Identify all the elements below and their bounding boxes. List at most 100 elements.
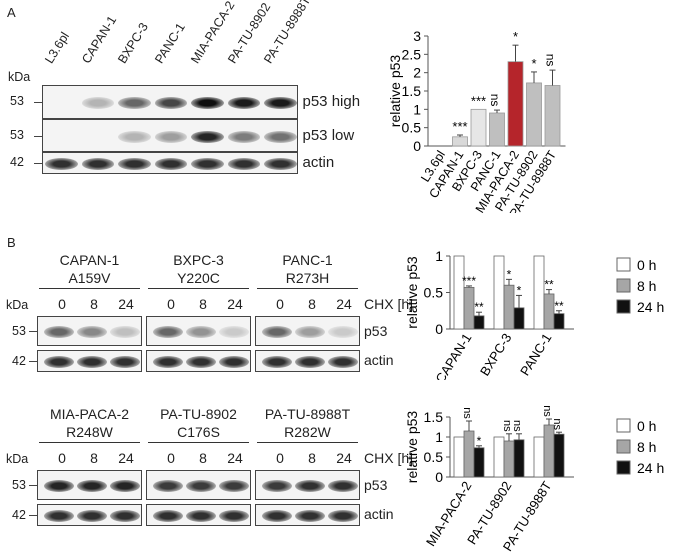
protein-band [219, 356, 249, 368]
svg-text:ns: ns [544, 54, 558, 67]
svg-text:2.5: 2.5 [402, 46, 422, 62]
protein-band [154, 130, 187, 143]
svg-text:0 h: 0 h [637, 257, 656, 273]
protein-band [295, 510, 325, 522]
svg-text:*: * [477, 434, 482, 448]
protein-band [191, 130, 224, 143]
svg-text:8 h: 8 h [637, 278, 656, 294]
kda-value: 53 [12, 324, 26, 338]
blot-strip-p53-high [42, 85, 298, 119]
protein-band [153, 356, 183, 368]
protein-band [227, 158, 260, 170]
kda-value: 53 [10, 94, 24, 108]
chx-label: CHX [h] [364, 296, 414, 312]
svg-text:ns: ns [488, 94, 502, 107]
row-label-p53-high: p53 high [302, 93, 361, 110]
kda-tick [34, 102, 42, 103]
protein-band [186, 356, 216, 368]
lane-label-panc-1: PANC-1 [151, 20, 188, 66]
protein-band [295, 326, 325, 338]
protein-band [118, 97, 151, 109]
mutation-label: R273H [257, 270, 358, 289]
kda-tick [34, 163, 42, 164]
svg-text:relative p53: relative p53 [387, 55, 403, 128]
protein-band [328, 356, 358, 368]
svg-text:24 h: 24 h [637, 460, 664, 476]
p53-row-label: p53 [364, 477, 388, 493]
protein-band [154, 97, 187, 109]
time-label: 0 [58, 296, 66, 312]
protein-band [154, 158, 187, 170]
time-label: 8 [90, 450, 98, 466]
protein-band [186, 326, 216, 338]
time-label: 24 [227, 296, 243, 312]
protein-band [77, 510, 107, 522]
svg-text:0: 0 [413, 138, 421, 154]
kda-label: kDa [6, 452, 29, 466]
row-label-actin: actin [302, 154, 335, 171]
svg-text:ns: ns [461, 407, 473, 419]
mutation-label: R248W [39, 424, 140, 443]
actin-row-label: actin [364, 506, 394, 522]
svg-text:0: 0 [435, 469, 443, 485]
svg-text:1: 1 [413, 101, 421, 117]
protein-band [110, 356, 140, 368]
protein-band [264, 158, 297, 170]
cell-line-name: PA-TU-8988T [264, 406, 351, 422]
svg-text:*: * [531, 56, 536, 71]
protein-band [110, 480, 140, 492]
time-label: 0 [276, 450, 284, 466]
svg-text:3: 3 [413, 28, 421, 44]
time-label: 8 [199, 450, 207, 466]
protein-band [262, 480, 292, 492]
protein-band [153, 326, 183, 338]
cell-line-name: PANC-1 [282, 252, 333, 268]
time-label: 24 [227, 450, 243, 466]
kda-label: kDa [6, 298, 29, 312]
svg-text:2: 2 [413, 65, 421, 81]
p53-strip [255, 470, 360, 500]
protein-band [44, 480, 74, 492]
kda-tick [29, 515, 37, 516]
svg-text:*: * [507, 267, 512, 281]
time-label: 0 [276, 296, 284, 312]
kda-value: 42 [10, 155, 24, 169]
svg-text:*: * [517, 283, 522, 297]
mutation-label: R282W [257, 424, 358, 443]
protein-band [110, 326, 140, 338]
svg-text:0.5: 0.5 [424, 285, 444, 301]
actin-row-label: actin [364, 352, 394, 368]
kda-tick [34, 135, 42, 137]
protein-band [264, 97, 297, 109]
p53-strip [37, 316, 142, 346]
p53-strip [255, 316, 360, 346]
row-label-p53-low: p53 low [302, 126, 355, 144]
time-label: 0 [167, 296, 175, 312]
kda-value: 53 [10, 127, 24, 142]
mutation-label: C176S [148, 424, 249, 443]
lane-label-l3.6pl: L3.6pl [42, 29, 73, 66]
svg-text:PANC-1: PANC-1 [517, 331, 554, 379]
time-label: 0 [58, 450, 66, 466]
protein-band [44, 356, 74, 368]
kda-tick [29, 331, 37, 332]
protein-band [262, 326, 292, 338]
svg-text:BXPC-3: BXPC-3 [477, 331, 515, 379]
actin-strip [255, 350, 360, 372]
svg-text:1.5: 1.5 [402, 83, 422, 99]
protein-band [110, 510, 140, 522]
panel-a-kda-label: kDa [8, 70, 31, 84]
protein-band [81, 97, 114, 109]
protein-band [328, 510, 358, 522]
cell-line-name: MIA-PACA-2 [49, 406, 130, 422]
svg-text:***: *** [452, 119, 467, 134]
time-label: 8 [90, 296, 98, 312]
svg-text:1: 1 [435, 429, 443, 445]
svg-text:0: 0 [435, 321, 443, 337]
protein-band [186, 510, 216, 522]
svg-text:0.5: 0.5 [424, 449, 444, 465]
protein-band [227, 97, 260, 109]
mutation-label: A159V [39, 270, 140, 289]
actin-strip [146, 504, 251, 526]
